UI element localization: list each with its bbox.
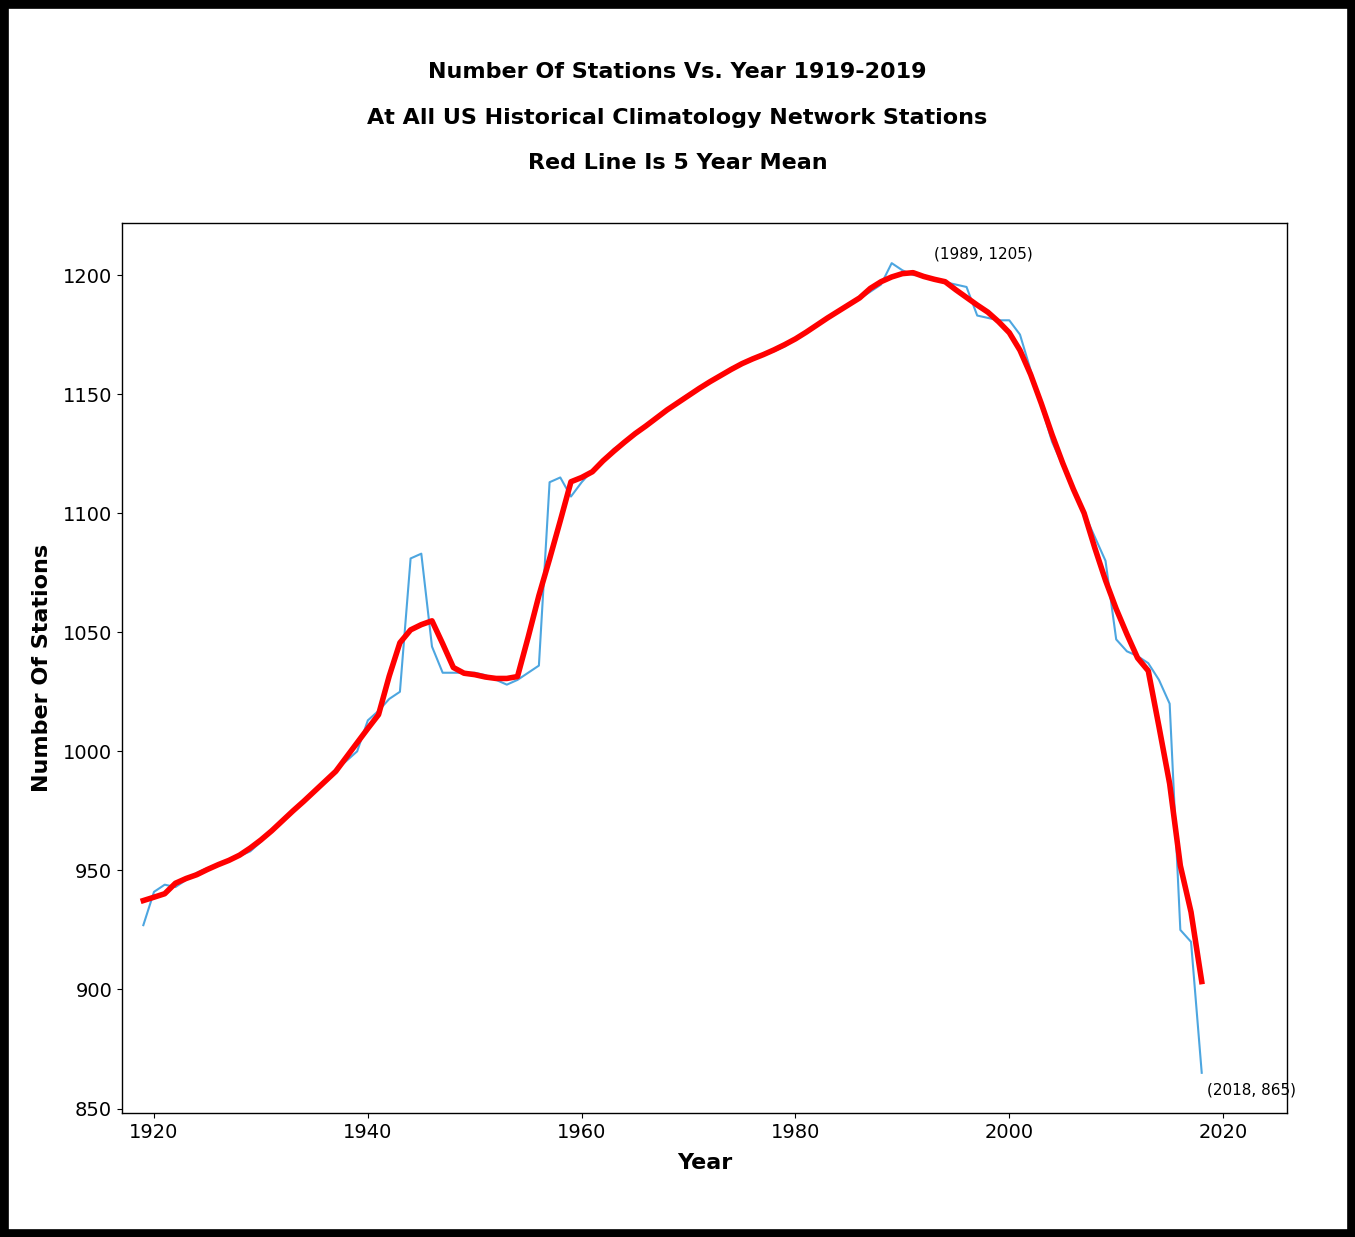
Text: Red Line Is 5 Year Mean: Red Line Is 5 Year Mean [527,153,828,173]
X-axis label: Year: Year [678,1153,732,1173]
Y-axis label: Number Of Stations: Number Of Stations [31,544,51,792]
Text: (2018, 865): (2018, 865) [1207,1082,1297,1097]
Text: (1989, 1205): (1989, 1205) [935,246,1034,261]
Text: At All US Historical Climatology Network Stations: At All US Historical Climatology Network… [367,108,988,127]
Text: Number Of Stations Vs. Year 1919-2019: Number Of Stations Vs. Year 1919-2019 [428,62,927,82]
